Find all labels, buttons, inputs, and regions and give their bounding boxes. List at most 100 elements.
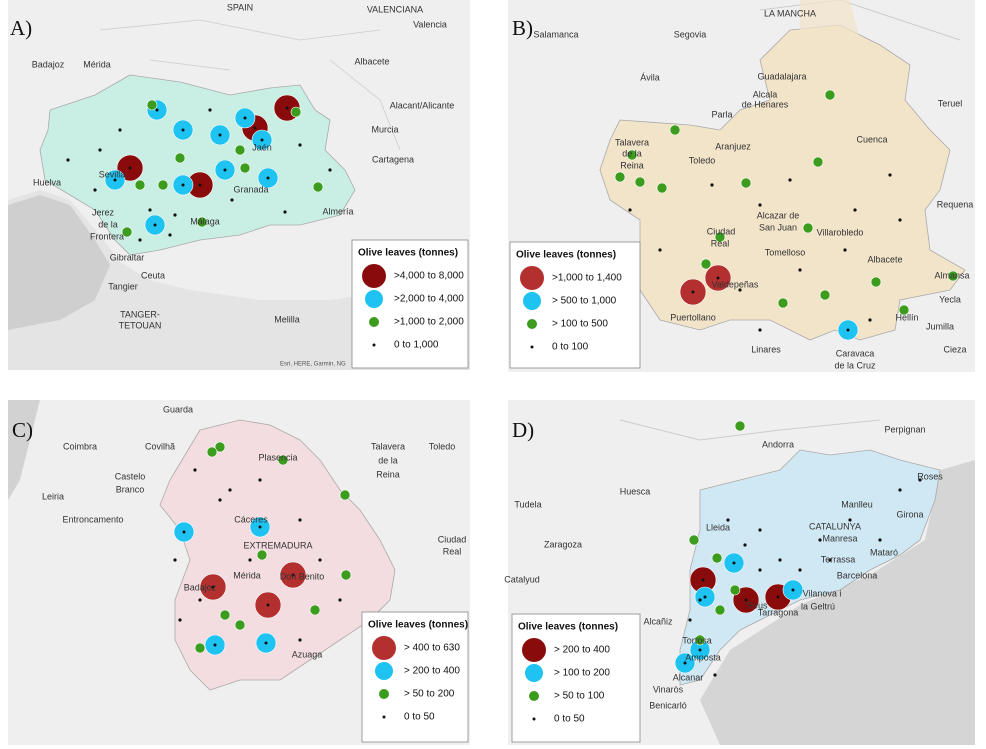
panel-label: D) [512, 418, 534, 442]
place-name: Cáceres [234, 514, 268, 524]
symbol [758, 568, 762, 572]
legend-item: > 50 to 100 [554, 691, 605, 702]
symbol-dot [732, 561, 736, 565]
symbol [947, 270, 959, 282]
place-name: Real [443, 546, 462, 556]
symbol [173, 558, 177, 562]
symbol [338, 598, 342, 602]
symbol [688, 534, 700, 546]
symbol [726, 518, 730, 522]
symbol [714, 604, 726, 616]
attribution: Esri, HERE, Garmin, NG [280, 362, 346, 368]
legend-symbol [525, 664, 543, 682]
symbol [777, 297, 789, 309]
place-name: Huelva [33, 177, 61, 187]
legend-item: >1,000 to 1,400 [552, 273, 622, 284]
legend-symbol [362, 264, 386, 288]
symbol [148, 208, 152, 212]
symbol [66, 158, 70, 162]
place-name: de la [378, 455, 398, 465]
place-name: Valencia [413, 19, 447, 29]
symbol [818, 538, 822, 542]
place-name: Benicarló [649, 700, 687, 710]
symbol [219, 609, 231, 621]
place-name: LA MANCHA [764, 8, 816, 18]
symbol-dot [264, 641, 268, 645]
legend-item: 0 to 1,000 [394, 340, 439, 351]
place-name: Coimbra [63, 441, 97, 451]
symbol [819, 289, 831, 301]
legend-title: Olive leaves (tonnes) [358, 248, 458, 259]
symbol [118, 128, 122, 132]
place-name: Segovia [674, 29, 707, 39]
symbol [198, 598, 202, 602]
legend-item: > 400 to 630 [404, 643, 460, 654]
symbol [898, 218, 902, 222]
symbol-dot [291, 573, 295, 577]
legend-symbol [369, 317, 379, 327]
symbol [758, 328, 762, 332]
symbol [658, 248, 662, 252]
place-name: Mataró [870, 547, 898, 557]
place-name: Jaén [252, 142, 272, 152]
place-name: Tangier [108, 281, 138, 291]
place-name: Ceuta [141, 270, 165, 280]
symbol [208, 108, 212, 112]
place-name: Hellín [895, 312, 918, 322]
symbol [318, 558, 322, 562]
symbol [758, 528, 762, 532]
symbol [656, 182, 668, 194]
place-name: Teruel [938, 98, 963, 108]
symbol-dot [182, 530, 186, 534]
symbol [848, 518, 852, 522]
legend-item: >2,000 to 4,000 [394, 294, 464, 305]
place-name: Salamanca [533, 29, 578, 39]
place-name: Azuaga [292, 649, 323, 659]
symbol-dot [113, 178, 117, 182]
symbol [258, 478, 262, 482]
place-name: Caravaca [836, 348, 875, 358]
place-name: de Henares [742, 99, 789, 109]
symbol [230, 198, 234, 202]
symbol [918, 478, 922, 482]
place-name: Vinaròs [653, 684, 684, 694]
symbol [626, 149, 638, 161]
symbol-dot [211, 585, 215, 589]
legend-item: > 50 to 200 [404, 689, 455, 700]
place-name: Cuenca [856, 134, 887, 144]
symbol [328, 168, 332, 172]
symbol [898, 488, 902, 492]
symbol [710, 183, 714, 187]
symbol [146, 99, 158, 111]
place-name: Badajoz [32, 59, 65, 69]
legend-item: >4,000 to 8,000 [394, 271, 464, 282]
place-name: Cartagena [372, 154, 414, 164]
map-a [8, 0, 470, 370]
place-name: Málaga [190, 216, 220, 226]
place-name: Gibraltar [110, 252, 145, 262]
place-name: Ciudad [438, 534, 467, 544]
place-name: Frontera [90, 231, 124, 241]
place-name: Andorra [762, 439, 794, 449]
symbol-dot [698, 648, 702, 652]
legend-title: Olive leaves (tonnes) [516, 250, 616, 261]
place-name: Ávila [640, 72, 660, 82]
symbol-dot [128, 166, 132, 170]
symbol [178, 618, 182, 622]
place-name: Jumilla [926, 321, 954, 331]
symbol [714, 231, 726, 243]
symbol-dot [266, 176, 270, 180]
place-name: Branco [116, 484, 145, 494]
place-name: Reus [746, 600, 768, 610]
legend-symbol [375, 662, 393, 680]
symbol [614, 171, 626, 183]
symbol-dot [791, 588, 795, 592]
place-name: Tudela [514, 499, 541, 509]
symbol [214, 441, 226, 453]
symbol [802, 222, 814, 234]
symbol [634, 176, 646, 188]
place-name: Valdepeñas [712, 279, 759, 289]
place-name: TANGER- [120, 309, 160, 319]
symbol-dot [744, 598, 748, 602]
place-name: Yecla [939, 294, 961, 304]
